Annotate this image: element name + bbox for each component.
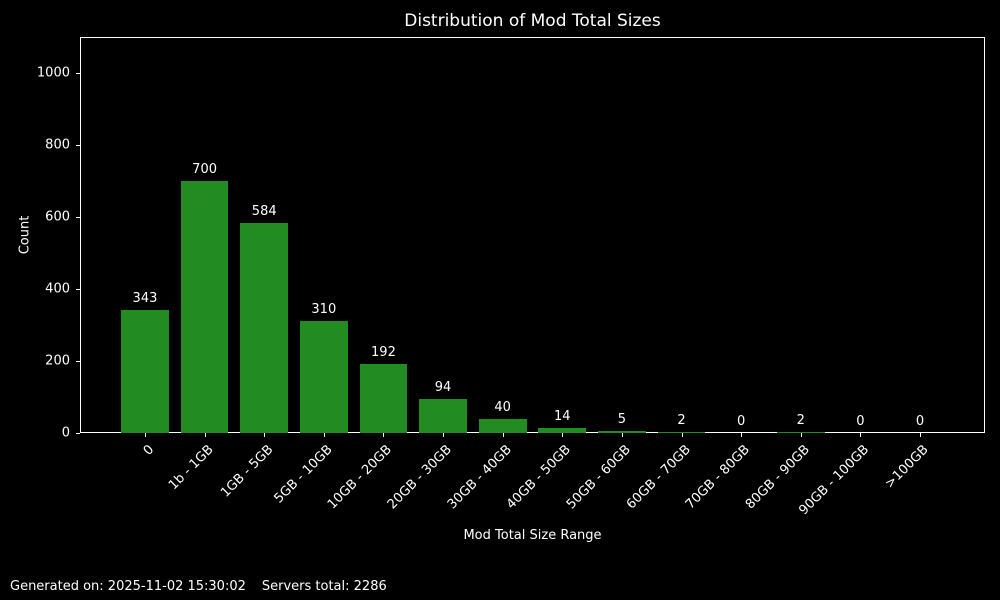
x-tick-mark	[144, 433, 146, 437]
x-tick-mark	[681, 433, 683, 437]
bar-value-label: 94	[434, 380, 452, 396]
bar	[598, 431, 646, 433]
bar-value-label: 2	[796, 413, 805, 429]
x-tick-mark	[621, 433, 623, 437]
bar-value-label: 0	[856, 414, 865, 429]
y-tick-label: 400	[45, 281, 70, 297]
x-tick-label-text: 5GB - 10GB	[271, 442, 336, 507]
bar-value-label: 584	[251, 203, 277, 219]
bar	[776, 432, 825, 433]
x-axis-label: Mod Total Size Range	[463, 528, 602, 543]
bar	[657, 432, 706, 433]
x-tick-mark	[800, 433, 802, 437]
x-tick-mark	[741, 433, 743, 437]
bar	[121, 309, 169, 433]
x-tick-mark	[264, 433, 266, 437]
x-tick-mark	[502, 433, 504, 437]
x-tick-mark	[204, 433, 206, 437]
bar	[538, 427, 587, 433]
x-tick-mark	[443, 433, 445, 437]
y-tick-label: 200	[45, 353, 70, 369]
bar	[478, 418, 527, 433]
x-tick-label-text: 0	[140, 442, 157, 459]
y-tick-label: 1000	[36, 65, 70, 81]
bar	[299, 321, 348, 433]
bar-value-label: 14	[554, 408, 571, 424]
bar-value-label: 5	[617, 412, 627, 428]
x-tick-label-text: 1GB - 5GB	[217, 442, 277, 501]
bar-value-label: 700	[192, 162, 218, 177]
bar-value-label: 40	[494, 399, 511, 415]
plot-area	[80, 37, 985, 433]
bar-value-label: 0	[737, 414, 746, 429]
chart-title: Distribution of Mod Total Sizes	[404, 11, 661, 31]
x-tick-mark	[920, 433, 922, 437]
bar-value-label: 2	[677, 413, 686, 429]
y-tick-label: 600	[45, 209, 70, 225]
y-tick-mark	[76, 217, 80, 218]
x-tick-label-text: >100GB	[882, 442, 932, 492]
bar	[180, 181, 229, 433]
bar	[359, 363, 408, 433]
footer-generated-on: Generated on: 2025-11-02 15:30:02	[10, 579, 246, 594]
y-tick-label: 0	[61, 425, 70, 441]
bar	[240, 222, 289, 433]
y-tick-mark	[76, 361, 80, 362]
x-tick-mark	[562, 433, 564, 437]
y-tick-mark	[76, 145, 80, 146]
x-tick-label-text: 1b - 1GB	[165, 442, 217, 494]
y-tick-mark	[76, 433, 80, 434]
footer-servers-total: Servers total: 2286	[261, 579, 387, 594]
y-tick-mark	[76, 289, 80, 290]
y-tick-label: 800	[45, 137, 70, 153]
bar	[419, 399, 467, 433]
x-tick-mark	[323, 433, 325, 437]
footer: Generated on: 2025-11-02 15:30:02 Server…	[10, 579, 387, 594]
bar-value-label: 0	[915, 414, 925, 429]
bar-value-label: 192	[371, 344, 396, 360]
x-tick-mark	[383, 433, 385, 437]
y-tick-mark	[76, 73, 80, 74]
x-tick-mark	[860, 433, 862, 437]
bar-value-label: 310	[311, 302, 337, 318]
bar-value-label: 343	[132, 290, 158, 306]
